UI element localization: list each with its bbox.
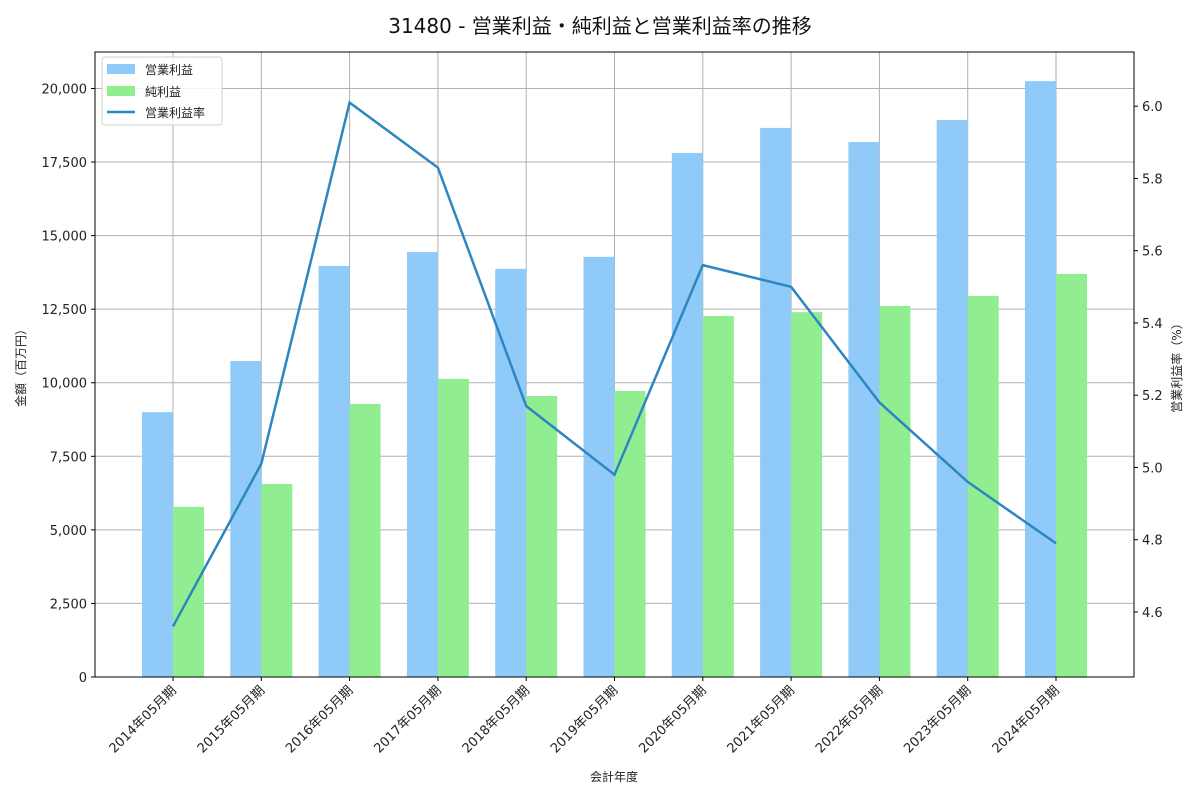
bar-operating-profit: [318, 265, 350, 677]
legend-swatch-operating-profit: [107, 64, 135, 74]
x-tick-label: 2017年05月期: [371, 683, 444, 756]
legend-swatch-net-profit: [107, 86, 135, 96]
y-tick-label: 2,500: [50, 597, 87, 612]
y2-tick-label: 6.0: [1142, 100, 1163, 115]
x-axis-label: 会計年度: [590, 769, 638, 784]
x-tick-label: 2020年05月期: [636, 683, 709, 756]
x-tick-label: 2014年05月期: [107, 683, 180, 756]
bar-net-profit: [261, 483, 293, 677]
legend-label-operating-margin: 営業利益率: [145, 105, 205, 120]
bar-net-profit: [614, 390, 646, 677]
y2-tick-label: 5.8: [1142, 172, 1163, 187]
y2-tick-label: 5.4: [1142, 317, 1163, 332]
bar-operating-profit: [1025, 81, 1056, 678]
bar-operating-profit: [495, 268, 527, 677]
bar-operating-profit: [671, 152, 703, 677]
y2-tick-label: 4.6: [1142, 606, 1163, 621]
y-axis-right: 4.6 4.8 5.0 5.2 5.4 5.6 5.8 6.0: [1134, 100, 1163, 621]
bar-net-profit: [702, 315, 734, 677]
y-tick-label: 5,000: [50, 524, 87, 539]
y2-axis-label: 営業利益率（%）: [1169, 317, 1184, 412]
bar-operating-profit: [230, 360, 262, 677]
bar-operating-profit: [142, 412, 173, 677]
bar-net-profit: [349, 403, 381, 677]
bar-net-profit: [173, 506, 204, 677]
bar-operating-profit: [936, 119, 968, 678]
bar-net-profit: [437, 378, 469, 677]
y2-tick-label: 5.6: [1142, 245, 1163, 260]
bar-operating-profit: [406, 252, 438, 677]
bar-operating-profit: [583, 256, 615, 677]
bar-net-profit: [791, 312, 823, 677]
x-tick-label: 2021年05月期: [725, 683, 798, 756]
operating-margin-line: [171, 100, 1057, 628]
legend-label-net-profit: 純利益: [145, 85, 181, 99]
x-tick-label: 2015年05月期: [195, 683, 268, 756]
x-tick-label: 2019年05月期: [548, 683, 621, 756]
chart-title: 31480 - 営業利益・純利益と営業利益率の推移: [388, 14, 812, 38]
x-tick-label: 2016年05月期: [283, 683, 356, 756]
y-tick-label: 7,500: [50, 450, 87, 465]
y2-tick-label: 5.0: [1142, 461, 1163, 476]
y2-tick-label: 4.8: [1142, 534, 1163, 549]
y-tick-label: 17,500: [42, 156, 88, 171]
bar-net-profit: [879, 305, 911, 677]
x-tick-label: 2023年05月期: [901, 683, 974, 756]
y-axis-label: 金額（百万円）: [13, 323, 28, 407]
y-tick-label: 0: [79, 671, 87, 686]
bar-net-profit: [1056, 273, 1087, 677]
x-axis: 2014年05月期 2015年05月期 2016年05月期 2017年05月期 2018…: [107, 677, 1063, 757]
bar-operating-profit: [760, 127, 792, 677]
x-tick-label: 2024年05月期: [990, 683, 1063, 756]
bar-net-profit: [526, 395, 558, 677]
y-tick-label: 10,000: [42, 377, 88, 392]
x-tick-label: 2018年05月期: [460, 683, 533, 756]
y-tick-label: 20,000: [42, 82, 88, 97]
x-tick-label: 2022年05月期: [813, 683, 886, 756]
y-axis-left: 0 2,500 5,000 7,500 10,000 12,500 15,000 17,500…: [42, 82, 95, 686]
bar-series: [142, 81, 1087, 678]
y-tick-label: 15,000: [42, 230, 88, 245]
line-series: [171, 100, 1057, 628]
y2-tick-label: 5.2: [1142, 389, 1163, 404]
y-tick-label: 12,500: [42, 303, 88, 318]
legend-label-operating-profit: 営業利益: [145, 63, 193, 77]
bar-operating-profit: [848, 142, 880, 678]
